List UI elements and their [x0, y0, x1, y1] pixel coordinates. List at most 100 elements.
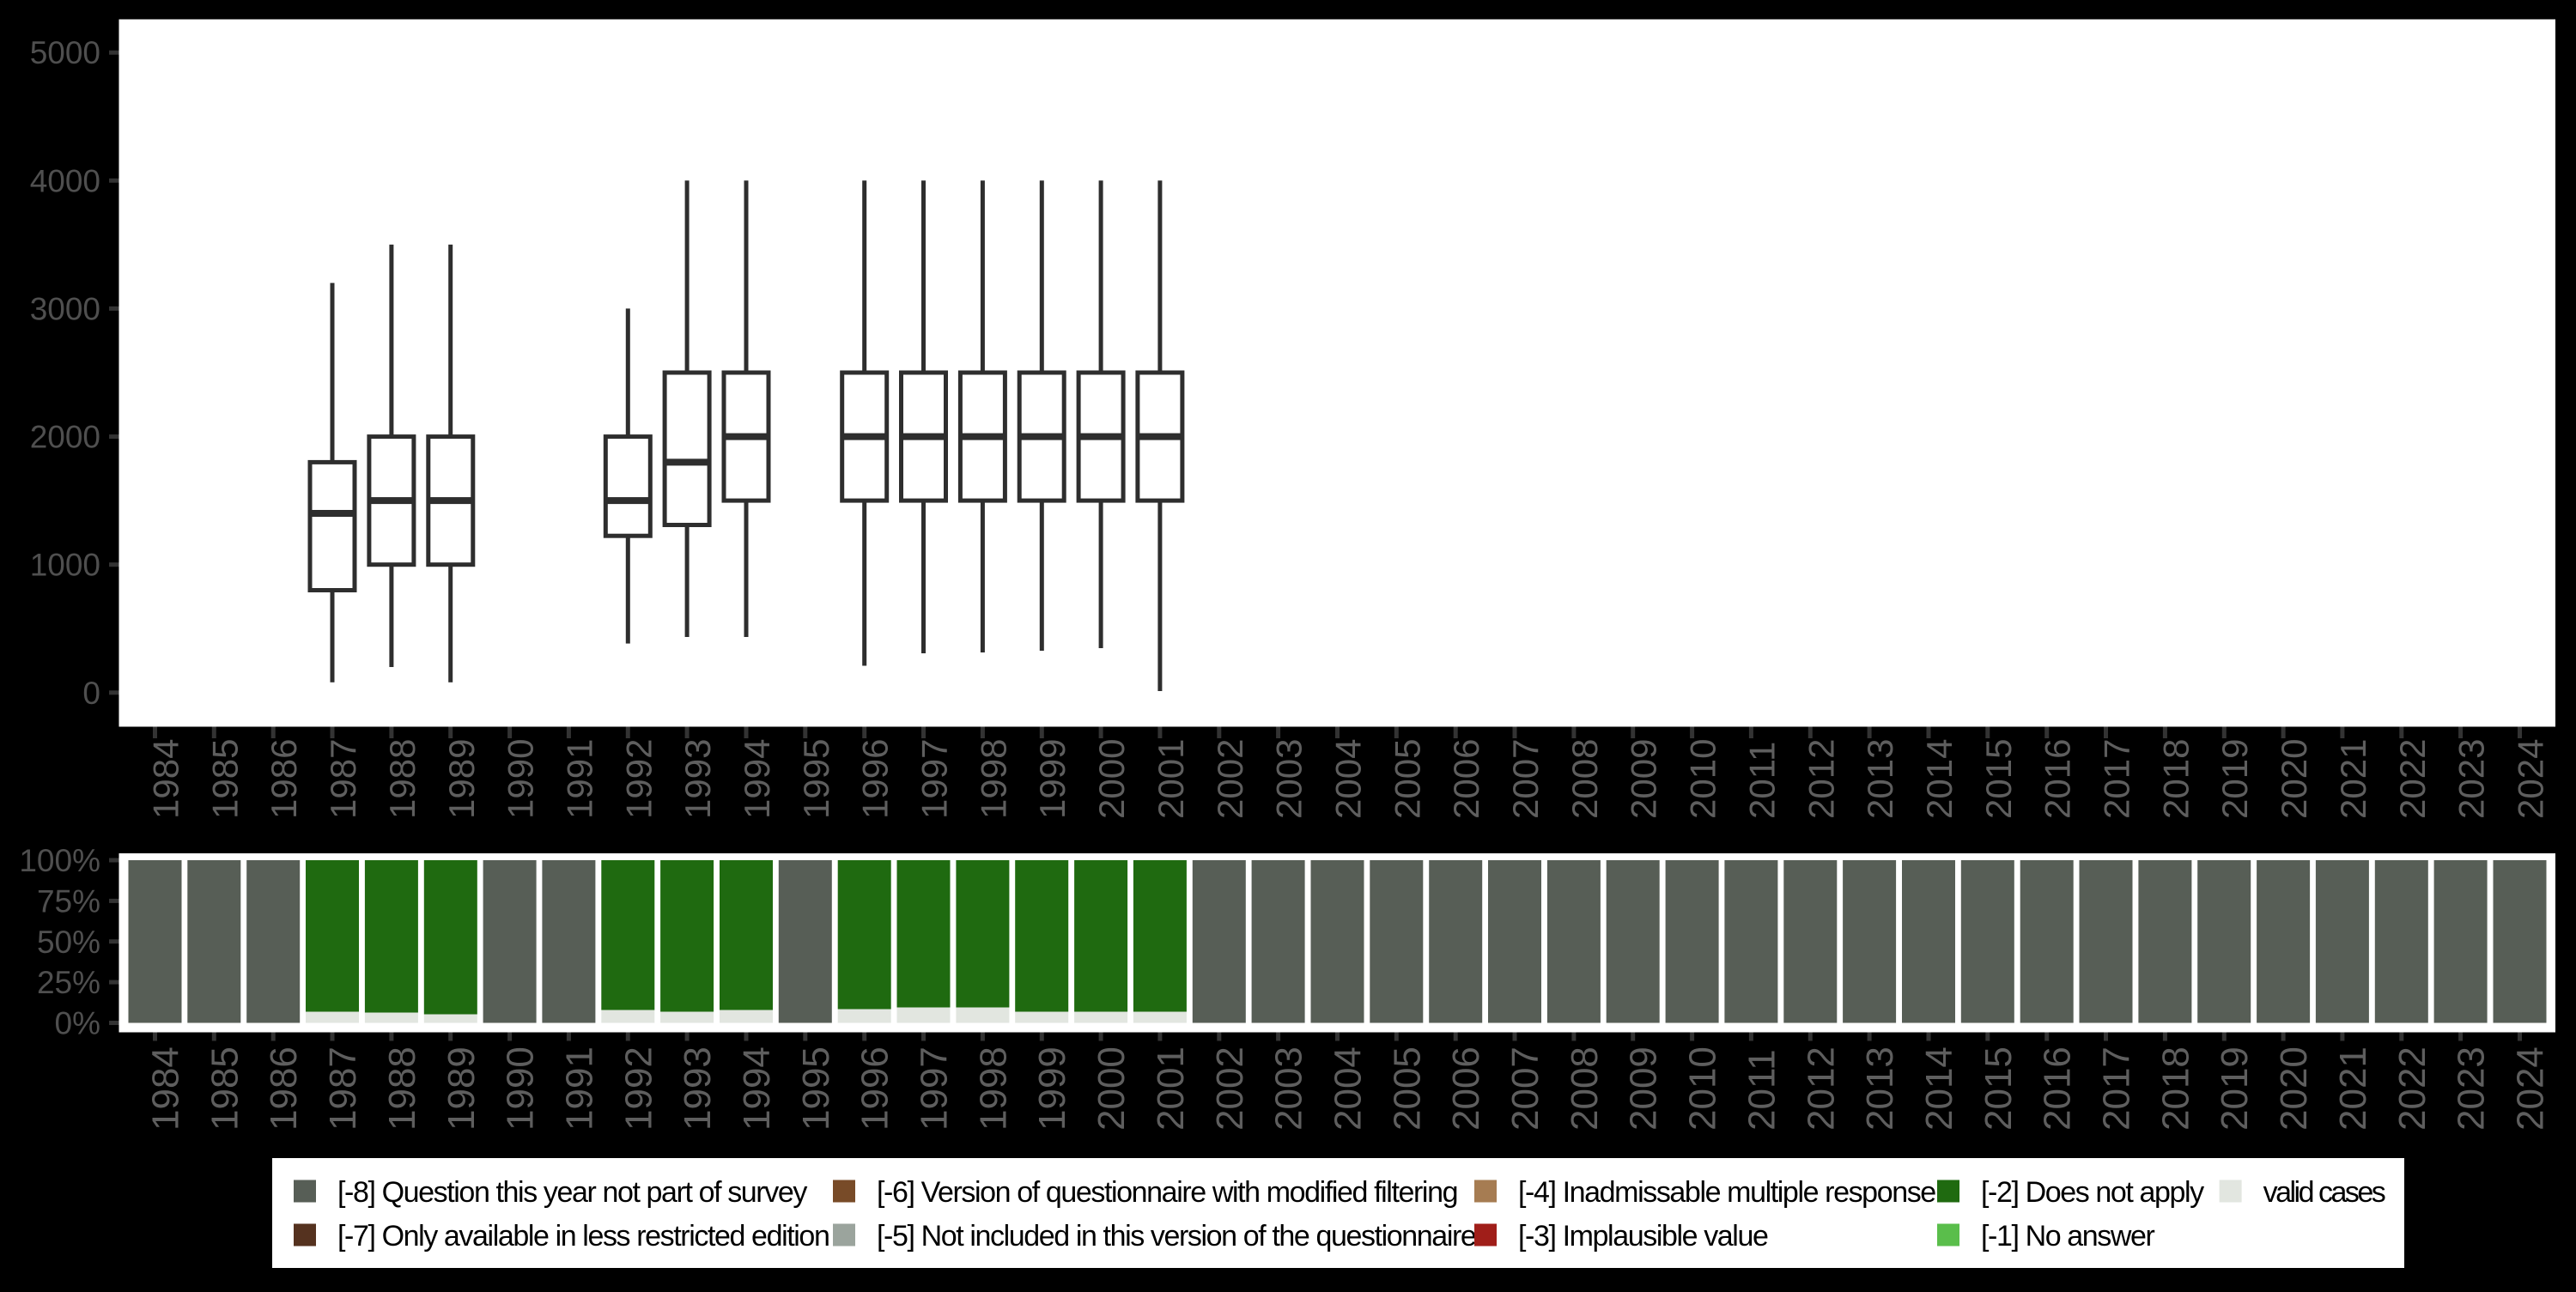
- svg-text:2000: 2000: [1091, 1046, 1133, 1131]
- svg-text:[-3] Implausible value: [-3] Implausible value: [1518, 1220, 1768, 1253]
- svg-text:0%: 0%: [55, 1006, 100, 1041]
- svg-text:2003: 2003: [1268, 1046, 1310, 1131]
- svg-text:50%: 50%: [37, 925, 100, 960]
- svg-text:1987: 1987: [323, 739, 363, 819]
- svg-text:1992: 1992: [618, 739, 659, 819]
- svg-text:1986: 1986: [264, 739, 304, 819]
- svg-text:2000: 2000: [1091, 739, 1132, 819]
- svg-text:1999: 1999: [1032, 739, 1072, 819]
- svg-text:2003: 2003: [1269, 739, 1309, 819]
- svg-text:2019: 2019: [2215, 739, 2255, 819]
- svg-text:[-6] Version of questionnaire: [-6] Version of questionnaire with modif…: [877, 1176, 1457, 1209]
- svg-text:1991: 1991: [559, 739, 599, 819]
- svg-text:2022: 2022: [2391, 1046, 2433, 1131]
- svg-text:2013: 2013: [1859, 1046, 1901, 1131]
- svg-text:[-1] No answer: [-1] No answer: [1981, 1220, 2155, 1253]
- svg-text:2006: 2006: [1446, 739, 1486, 819]
- svg-text:2019: 2019: [2214, 1046, 2256, 1131]
- svg-text:[-8] Question this year not pa: [-8] Question this year not part of surv…: [337, 1176, 807, 1209]
- svg-text:2016: 2016: [2037, 1046, 2079, 1131]
- svg-text:4000: 4000: [30, 163, 100, 198]
- svg-text:1989: 1989: [441, 739, 482, 819]
- svg-text:2022: 2022: [2392, 739, 2433, 819]
- svg-text:1987: 1987: [322, 1046, 364, 1131]
- svg-text:2007: 2007: [1505, 739, 1546, 819]
- svg-text:1995: 1995: [795, 1046, 837, 1131]
- svg-text:2012: 2012: [1800, 1046, 1842, 1131]
- svg-text:[-5] Not included in this vers: [-5] Not included in this version of the…: [877, 1220, 1476, 1253]
- svg-text:2014: 2014: [1918, 1046, 1960, 1131]
- svg-text:1992: 1992: [617, 1046, 659, 1131]
- svg-text:2005: 2005: [1386, 1046, 1428, 1131]
- svg-text:2011: 2011: [1741, 742, 1782, 819]
- svg-text:2020: 2020: [2274, 739, 2314, 819]
- svg-text:2011: 2011: [1741, 1049, 1783, 1131]
- svg-text:2017: 2017: [2096, 1046, 2138, 1131]
- svg-text:2001: 2001: [1150, 1046, 1192, 1131]
- svg-text:1984: 1984: [146, 739, 186, 819]
- svg-text:1998: 1998: [973, 739, 1013, 819]
- svg-text:1993: 1993: [677, 1046, 719, 1131]
- svg-text:valid cases: valid cases: [2263, 1176, 2385, 1209]
- svg-text:75%: 75%: [37, 883, 100, 919]
- svg-text:1996: 1996: [855, 739, 896, 819]
- svg-text:[-4] Inadmissable multiple res: [-4] Inadmissable multiple response: [1518, 1176, 1935, 1209]
- svg-text:1994: 1994: [737, 739, 777, 819]
- svg-text:2015: 2015: [1978, 1046, 2020, 1131]
- svg-text:2010: 2010: [1683, 739, 1723, 819]
- svg-text:1990: 1990: [501, 739, 541, 819]
- svg-text:2021: 2021: [2332, 1046, 2374, 1131]
- svg-text:1996: 1996: [854, 1046, 896, 1131]
- svg-text:1994: 1994: [736, 1046, 778, 1131]
- svg-text:2008: 2008: [1564, 1046, 1606, 1131]
- svg-text:1990: 1990: [500, 1046, 542, 1131]
- svg-text:2007: 2007: [1504, 1046, 1546, 1131]
- svg-text:2018: 2018: [2155, 739, 2196, 819]
- svg-text:2023: 2023: [2451, 1046, 2493, 1131]
- svg-text:2006: 2006: [1445, 1046, 1487, 1131]
- svg-text:2001: 2001: [1151, 739, 1191, 819]
- svg-text:2002: 2002: [1209, 1046, 1251, 1131]
- svg-text:1988: 1988: [381, 1046, 423, 1131]
- svg-text:1984: 1984: [145, 1046, 187, 1131]
- svg-text:2020: 2020: [2273, 1046, 2315, 1131]
- svg-text:2004: 2004: [1327, 1046, 1370, 1131]
- svg-text:2024: 2024: [2511, 739, 2551, 819]
- svg-text:2021: 2021: [2333, 739, 2373, 819]
- svg-text:1998: 1998: [972, 1046, 1014, 1131]
- svg-text:2010: 2010: [1682, 1046, 1724, 1131]
- svg-text:2002: 2002: [1210, 739, 1250, 819]
- svg-text:1985: 1985: [204, 739, 245, 819]
- svg-text:1988: 1988: [382, 739, 422, 819]
- svg-text:[-2] Does not apply: [-2] Does not apply: [1981, 1176, 2204, 1209]
- svg-text:2016: 2016: [2038, 739, 2078, 819]
- svg-text:100%: 100%: [19, 843, 100, 878]
- svg-text:1995: 1995: [796, 739, 836, 819]
- svg-text:[-7] Only available in less re: [-7] Only available in less restricted e…: [337, 1220, 829, 1253]
- svg-text:2000: 2000: [30, 420, 100, 455]
- svg-text:2009: 2009: [1624, 739, 1664, 819]
- svg-text:1000: 1000: [30, 548, 100, 583]
- svg-text:0: 0: [82, 676, 100, 711]
- svg-text:2024: 2024: [2510, 1046, 2552, 1131]
- svg-text:2005: 2005: [1387, 739, 1427, 819]
- svg-text:2018: 2018: [2154, 1046, 2196, 1131]
- svg-text:2013: 2013: [1860, 739, 1900, 819]
- svg-text:2009: 2009: [1623, 1046, 1665, 1131]
- svg-text:2004: 2004: [1328, 739, 1369, 819]
- svg-text:1985: 1985: [204, 1046, 246, 1131]
- svg-text:2014: 2014: [1919, 739, 1959, 819]
- svg-text:1989: 1989: [440, 1046, 483, 1131]
- svg-text:2012: 2012: [1801, 739, 1841, 819]
- svg-text:1997: 1997: [914, 1046, 956, 1131]
- svg-text:2015: 2015: [1978, 739, 2019, 819]
- svg-text:2008: 2008: [1564, 739, 1605, 819]
- svg-text:25%: 25%: [37, 965, 100, 1000]
- svg-text:1999: 1999: [1031, 1046, 1073, 1131]
- svg-text:1986: 1986: [263, 1046, 305, 1131]
- svg-text:5000: 5000: [30, 35, 100, 70]
- svg-text:1997: 1997: [914, 739, 955, 819]
- svg-text:3000: 3000: [30, 291, 100, 326]
- svg-text:1993: 1993: [677, 739, 718, 819]
- svg-text:1991: 1991: [558, 1046, 600, 1131]
